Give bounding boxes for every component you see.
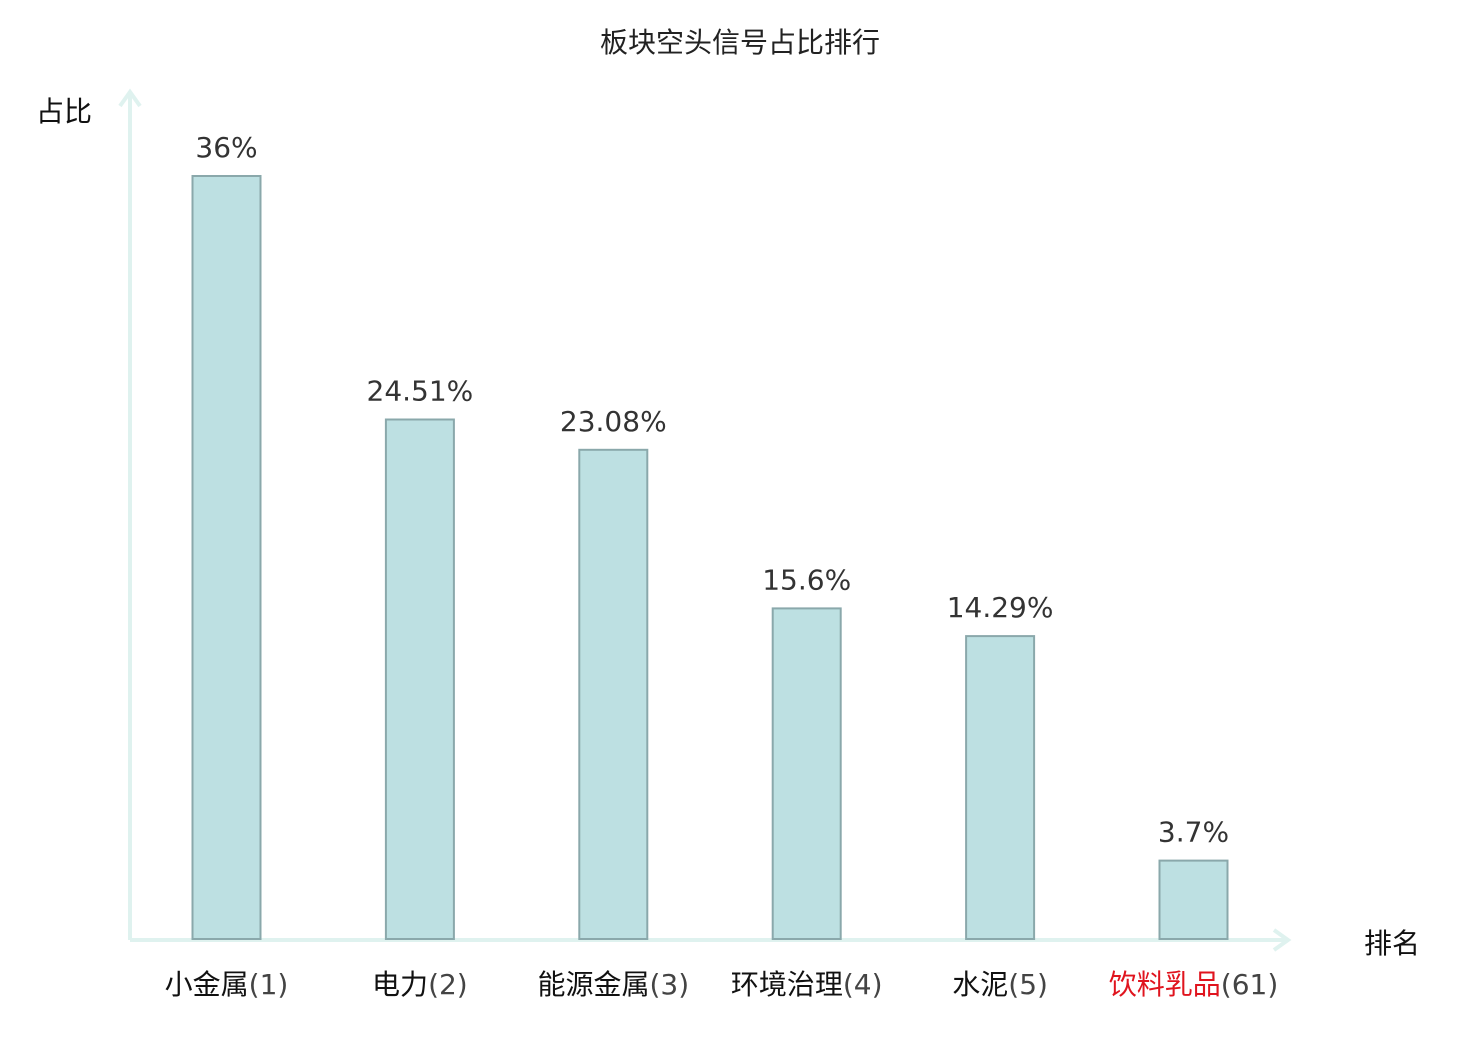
category-label-5: 水泥(5): [952, 968, 1048, 1001]
category-name: 水泥: [952, 968, 1008, 1001]
value-labels-group: 36% 24.51% 23.08% 15.6% 14.29% 3.7%: [195, 131, 1229, 849]
category-rank: (4): [843, 968, 883, 1001]
value-label-2: 24.51%: [367, 375, 474, 408]
axes: [118, 88, 1292, 952]
value-label-4: 15.6%: [762, 563, 851, 596]
chart-title: 板块空头信号占比排行: [600, 26, 880, 59]
bars-group: [191, 175, 1229, 941]
category-rank: (1): [249, 968, 289, 1001]
category-name: 电力: [372, 968, 428, 1001]
category-label-2: 电力(2): [372, 968, 468, 1001]
x-axis-arrow: [1272, 928, 1292, 952]
category-rank: (2): [428, 968, 468, 1001]
category-labels-group: 小金属(1) 电力(2) 能源金属(3) 环境治理(4) 水泥(5) 饮料乳品(61): [165, 968, 1279, 1001]
x-axis-label: 排名: [1364, 927, 1420, 960]
category-rank: (3): [649, 968, 689, 1001]
value-label-5: 14.29%: [947, 591, 1054, 624]
category-rank: (5): [1008, 968, 1048, 1001]
category-label-1: 小金属(1): [165, 968, 289, 1001]
y-axis-label: 占比: [36, 95, 92, 128]
category-name: 能源金属: [537, 968, 649, 1001]
bar-1: [191, 175, 262, 940]
value-label-3: 23.08%: [560, 405, 667, 438]
bar-3: [578, 448, 649, 940]
category-label-6: 饮料乳品(61): [1109, 968, 1279, 1001]
category-name: 小金属: [165, 968, 249, 1001]
bar-5: [965, 635, 1036, 940]
value-label-1: 36%: [195, 131, 257, 164]
bar-4: [771, 607, 842, 941]
category-name: 环境治理: [731, 968, 843, 1001]
category-name: 饮料乳品: [1109, 968, 1221, 1001]
category-label-4: 环境治理(4): [731, 968, 883, 1001]
bar-6: [1158, 859, 1229, 940]
value-label-6: 3.7%: [1158, 816, 1229, 849]
category-rank: (61): [1221, 968, 1278, 1001]
category-label-3: 能源金属(3): [537, 968, 689, 1001]
bar-2: [384, 418, 455, 940]
y-axis-arrow: [118, 88, 142, 108]
